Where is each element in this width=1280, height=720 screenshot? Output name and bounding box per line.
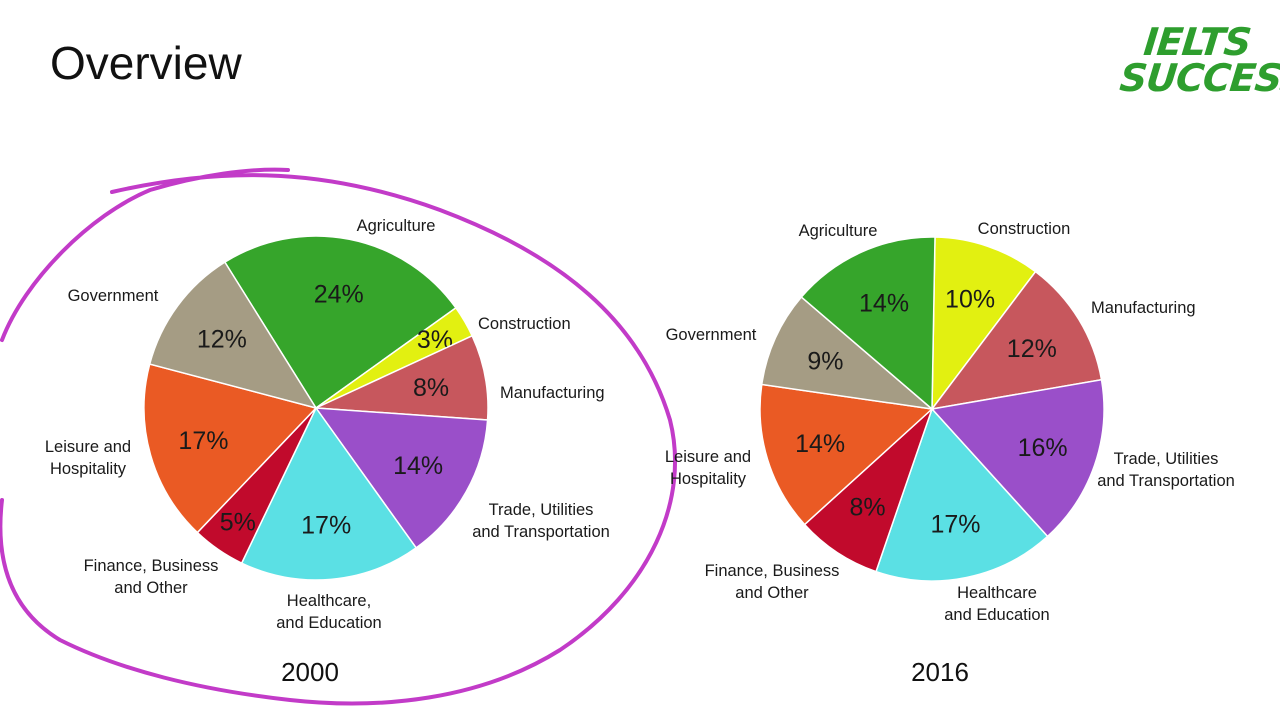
category-labels-2000: Agriculture Construction Manufacturing Trad… [45, 217, 610, 632]
category-label-2016-government: Government [666, 326, 757, 344]
chart-title-2016: 2016 [911, 657, 969, 687]
pie-slice-2016-construction [931, 236, 1037, 412]
pie-slice-2016-healthcare-and-education [875, 407, 1049, 582]
category-label-2000-healthcare-and-education: Healthcare, and Education [276, 592, 382, 632]
pie-value-label-2016-manufacturing: 12% [1007, 335, 1057, 363]
pie-value-label-2016-finance-business-and-other: 8% [850, 494, 886, 522]
pie-value-label-2000-leisure-and-hospitality: 17% [178, 427, 228, 455]
category-label-2016-construction: Construction [978, 220, 1071, 238]
pie-slice-2000-agriculture [223, 235, 457, 410]
pie-chart-2000: 24%3%8%14%17%5%17%12% [143, 235, 489, 581]
pie-value-label-2016-construction: 10% [945, 285, 995, 313]
pie-value-label-2000-government: 12% [197, 326, 247, 354]
pie-slice-2016-trade-utilities-and-transportation [930, 378, 1105, 538]
pie-slice-2016-agriculture [800, 236, 936, 411]
pie-slice-2016-leisure-and-hospitality [759, 383, 934, 526]
pie-value-label-2016-government: 9% [807, 348, 843, 376]
pie-chart-2016: 10% 12% 16% 17% 8% 14% 9% 14% [759, 236, 1105, 582]
category-label-2000-trade-utilities-and-transportation: Trade, Utilities and Transportation [472, 501, 610, 541]
category-label-2016-healthcare-and-education: Healthcare and Education [944, 584, 1050, 624]
category-label-2000-government: Government [68, 287, 159, 305]
category-label-2016-trade-utilities-and-transportation: Trade, Utilities and Transportation [1097, 450, 1235, 490]
category-labels-2016: Construction Manufacturing Trade, Utilitie… [665, 220, 1235, 624]
pie-slice-2016-government [760, 296, 935, 411]
pie-value-label-2016-healthcare-and-education: 17% [930, 511, 980, 539]
pie-value-label-2016-agriculture: 14% [859, 289, 909, 317]
pie-value-label-2016-trade-utilities-and-transportation: 16% [1018, 434, 1068, 462]
category-label-2016-agriculture: Agriculture [799, 222, 878, 240]
category-label-2016-leisure-and-hospitality: Leisure and Hospitality [665, 448, 751, 488]
annotation-circle [0, 167, 678, 706]
pie-value-label-2016-leisure-and-hospitality: 14% [795, 430, 845, 458]
pie-value-label-2000-manufacturing: 8% [413, 374, 449, 402]
ielts-success-logo: IELTS SUCCESS [1066, 12, 1280, 102]
pie-value-label-2000-finance-business-and-other: 5% [220, 508, 256, 536]
category-label-2000-leisure-and-hospitality: Leisure and Hospitality [45, 438, 131, 478]
pie-slice-2000-leisure-and-hospitality [143, 363, 318, 534]
pie-value-label-2000-trade-utilities-and-transportation: 14% [393, 452, 443, 480]
slide-title: Overview [50, 37, 242, 89]
chart-title-2000: 2000 [281, 657, 339, 687]
category-label-2000-agriculture: Agriculture [357, 217, 436, 235]
pie-slice-2000-trade-utilities-and-transportation [314, 407, 489, 549]
category-label-2016-manufacturing: Manufacturing [1091, 299, 1196, 317]
category-label-2000-construction: Construction [478, 315, 571, 333]
pie-slice-2000-healthcare-and-education [240, 406, 418, 581]
pie-slice-2000-government [148, 261, 318, 410]
category-label-2000-finance-business-and-other: Finance, Business and Other [84, 557, 219, 597]
category-label-2000-manufacturing: Manufacturing [500, 384, 605, 402]
pie-value-label-2000-healthcare-and-education: 17% [301, 512, 351, 540]
category-label-2016-finance-business-and-other: Finance, Business and Other [705, 562, 840, 602]
pie-value-label-2000-agriculture: 24% [314, 280, 364, 308]
pie-slice-2016-manufacturing [930, 270, 1103, 411]
